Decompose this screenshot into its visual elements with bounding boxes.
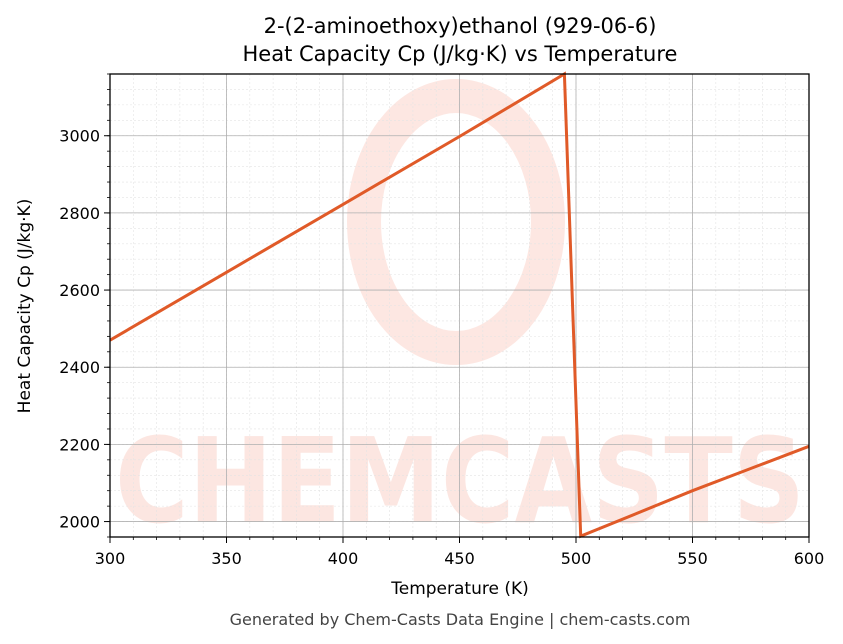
x-tick-label: 300 [95, 549, 126, 568]
x-tick-label: 600 [794, 549, 825, 568]
y-tick-labels: 2000 2200 2400 2600 2800 3000 [59, 127, 100, 532]
y-axis-label: Heat Capacity Cp (J/kg·K) [15, 199, 35, 414]
y-tick-label: 2800 [59, 204, 100, 223]
x-tick-label: 500 [561, 549, 592, 568]
x-tick-labels: 300 350 400 450 500 550 600 [95, 549, 825, 568]
x-tick-label: 350 [211, 549, 242, 568]
plot-area: CHEMCASTS [109, 71, 810, 550]
y-tick-label: 2000 [59, 513, 100, 532]
watermark: CHEMCASTS [115, 79, 805, 550]
x-tick-label: 550 [677, 549, 708, 568]
y-tick-label: 2200 [59, 435, 100, 454]
watermark-logo-ring [347, 79, 565, 365]
y-tick-label: 2600 [59, 281, 100, 300]
series-line [109, 71, 810, 539]
footer-credit: Generated by Chem-Casts Data Engine | ch… [230, 610, 691, 629]
watermark-text: CHEMCASTS [115, 412, 805, 550]
y-tick-label: 3000 [59, 127, 100, 146]
axis-ticks [104, 73, 810, 543]
x-tick-label: 400 [328, 549, 359, 568]
y-tick-label: 2400 [59, 358, 100, 377]
chart-subtitle: Heat Capacity Cp (J/kg·K) vs Temperature [243, 42, 678, 66]
chart-title: 2-(2-aminoethoxy)ethanol (929-06-6) [264, 14, 657, 38]
x-tick-label: 450 [444, 549, 475, 568]
x-axis-label: Temperature (K) [390, 579, 529, 599]
series-layer [109, 71, 810, 539]
